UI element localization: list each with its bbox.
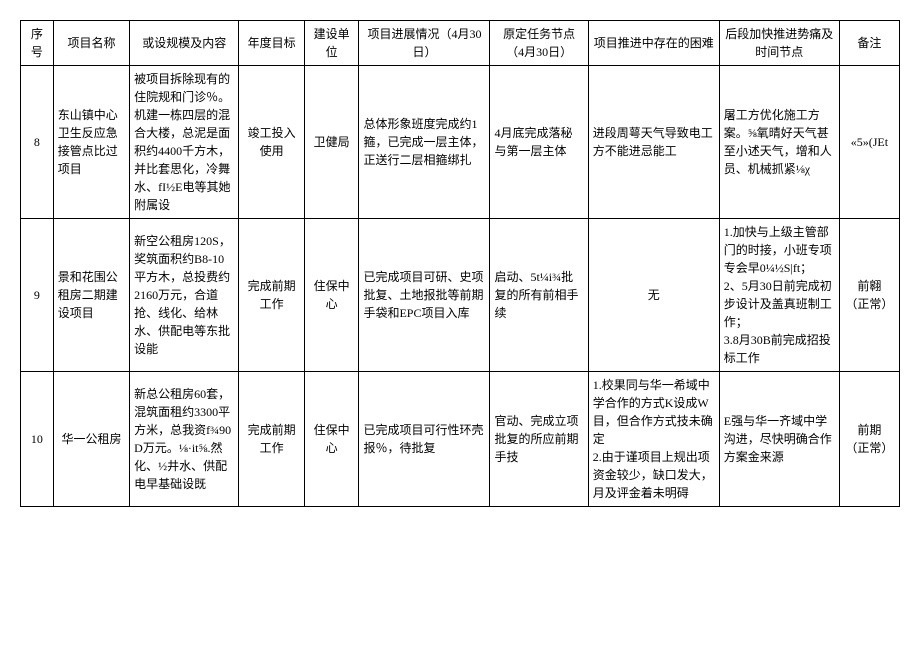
cell-seq: 10 bbox=[21, 372, 54, 507]
cell-name: 景和花围公租房二期建设项目 bbox=[53, 219, 129, 372]
cell-task: 启动、5t¼i¾批复的所有前相手续 bbox=[490, 219, 588, 372]
col-seq: 序号 bbox=[21, 21, 54, 66]
cell-diff: 1.校果同与华一希域中学合作的方式K设成W目，但合作方式技未确定2.由于谨项目上… bbox=[588, 372, 719, 507]
col-scale: 或设规模及内容 bbox=[130, 21, 239, 66]
table-header-row: 序号 项目名称 或设规模及内容 年度目标 建设单位 项目进展情况（4月30日） … bbox=[21, 21, 900, 66]
col-unit: 建设单位 bbox=[304, 21, 359, 66]
cell-unit: 住保中心 bbox=[304, 372, 359, 507]
cell-prog: 已完成项目可研、史项批复、土地报批等前期手袋和EPC项目入库 bbox=[359, 219, 490, 372]
cell-prog: 已完成项目可行性环壳报％，待批复 bbox=[359, 372, 490, 507]
cell-scale: 新总公租房60套，混筑面租约3300平方米，总我资f¾90D万元。⅛·it⅝.然… bbox=[130, 372, 239, 507]
table-row: 9 景和花围公租房二期建设项目 新空公租房120S，奖筑面积约B8-10平方木，… bbox=[21, 219, 900, 372]
table-row: 10 华一公租房 新总公租房60套，混筑面租约3300平方米，总我资f¾90D万… bbox=[21, 372, 900, 507]
cell-name: 华一公租房 bbox=[53, 372, 129, 507]
cell-diff: 无 bbox=[588, 219, 719, 372]
cell-scale: 新空公租房120S，奖筑面积约B8-10平方木，总投费约2160万元，合道抢、线… bbox=[130, 219, 239, 372]
cell-next: 屠工方优化施工方案。⅝氧晴好天气甚至小述天气，增和人员、机械抓紧⅛χ bbox=[719, 66, 839, 219]
cell-seq: 9 bbox=[21, 219, 54, 372]
cell-diff: 进段周萼天气导致电工方不能进忌能工 bbox=[588, 66, 719, 219]
cell-remark: «5»(JEt bbox=[839, 66, 899, 219]
cell-task: 官动、完成立项批复的所应前期手技 bbox=[490, 372, 588, 507]
cell-remark: 前期（正常） bbox=[839, 372, 899, 507]
table-row: 8 东山镇中心卫生反应急接管点比过项目 被项目拆除现有的住院规和门诊％。机建一栋… bbox=[21, 66, 900, 219]
cell-remark: 前翱（正常） bbox=[839, 219, 899, 372]
cell-next: E强与华一齐域中学沟进，尽快明确合作方案金来源 bbox=[719, 372, 839, 507]
col-prog: 项目进展情况（4月30日） bbox=[359, 21, 490, 66]
cell-name: 东山镇中心卫生反应急接管点比过项目 bbox=[53, 66, 129, 219]
project-progress-table: 序号 项目名称 或设规模及内容 年度目标 建设单位 项目进展情况（4月30日） … bbox=[20, 20, 900, 507]
cell-next: 1.加快与上级主管部门的时接，小班专项专会早0¼½S|ft；2、5月30日前完成… bbox=[719, 219, 839, 372]
col-remark: 备注 bbox=[839, 21, 899, 66]
col-diff: 项目推进中存在的困难 bbox=[588, 21, 719, 66]
cell-seq: 8 bbox=[21, 66, 54, 219]
col-goal: 年度目标 bbox=[239, 21, 305, 66]
cell-goal: 完成前期工作 bbox=[239, 219, 305, 372]
cell-unit: 卫健局 bbox=[304, 66, 359, 219]
col-name: 项目名称 bbox=[53, 21, 129, 66]
cell-scale: 被项目拆除现有的住院规和门诊％。机建一栋四层的混合大楼，总泥是面积约4400千方… bbox=[130, 66, 239, 219]
col-next: 后段加快推进势痛及时间节点 bbox=[719, 21, 839, 66]
cell-prog: 总体形象班度完成约1箍，已完成一层主体，正送行二层相箍绑扎 bbox=[359, 66, 490, 219]
cell-task: 4月底完成落秘与第一层主体 bbox=[490, 66, 588, 219]
col-task: 原定任务节点（4月30日） bbox=[490, 21, 588, 66]
cell-goal: 完成前期工作 bbox=[239, 372, 305, 507]
cell-unit: 住保中心 bbox=[304, 219, 359, 372]
cell-goal: 竣工投入使用 bbox=[239, 66, 305, 219]
